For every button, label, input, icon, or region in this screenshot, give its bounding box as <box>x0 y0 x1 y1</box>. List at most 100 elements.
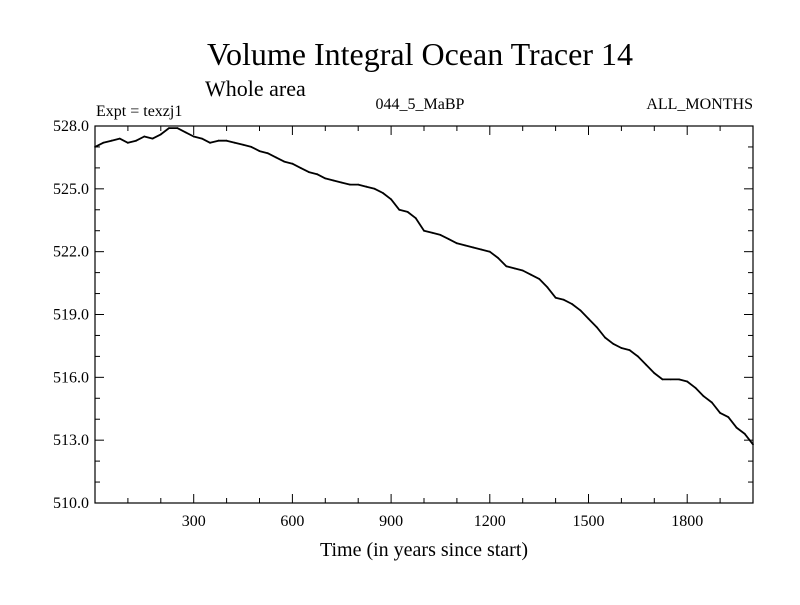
data-point <box>702 395 705 398</box>
data-point <box>143 135 146 138</box>
data-point <box>308 171 310 174</box>
data-point <box>382 192 384 194</box>
y-tick-label: 528.0 <box>53 118 89 135</box>
data-point <box>151 137 154 140</box>
data-point <box>390 198 392 201</box>
data-point <box>439 234 442 236</box>
data-point <box>135 139 138 142</box>
data-point <box>414 217 417 220</box>
data-point <box>250 146 253 148</box>
data-point <box>521 269 524 272</box>
axis-ticks: 300 600 900 1200 1500 1800 510.0 513.0 516.0 519.… <box>53 118 753 530</box>
x-tick-label: 1800 <box>671 513 703 530</box>
data-point <box>637 355 639 358</box>
chart-subtitle: Whole area <box>205 76 306 101</box>
data-point <box>719 412 721 414</box>
data-point <box>176 127 179 129</box>
data-point <box>332 179 335 182</box>
data-point <box>488 250 491 253</box>
data-point <box>538 278 541 280</box>
data-point <box>645 363 647 366</box>
data-point <box>612 342 615 345</box>
x-tick-label: 300 <box>182 513 206 530</box>
period-label: 044_5_MaBP <box>376 96 465 113</box>
data-point <box>480 248 483 251</box>
data-point <box>456 242 458 245</box>
data-point <box>513 267 516 270</box>
data-point <box>505 265 508 268</box>
data-point <box>184 131 187 134</box>
data-point <box>653 372 656 374</box>
data-point <box>620 347 623 349</box>
data-point <box>316 173 318 176</box>
data-point <box>423 229 425 232</box>
data-point <box>562 298 565 301</box>
data-point <box>365 185 368 188</box>
data-point <box>349 183 351 186</box>
data-point <box>464 244 466 247</box>
x-tick-label: 1500 <box>573 513 605 530</box>
data-point <box>571 303 573 305</box>
data-point <box>233 141 236 144</box>
experiment-label: Expt = texzj1 <box>96 103 182 120</box>
data-point <box>735 426 738 429</box>
data-point <box>258 150 261 153</box>
data-point <box>266 152 269 155</box>
data-point <box>661 378 664 381</box>
data-point <box>283 160 286 163</box>
data-point <box>110 139 113 142</box>
data-point <box>579 309 582 312</box>
y-tick-label: 525.0 <box>53 181 89 198</box>
chart-title: Volume Integral Ocean Tracer 14 <box>207 36 633 72</box>
data-point <box>324 177 327 180</box>
data-point <box>727 416 730 418</box>
series-line <box>94 127 754 445</box>
data-point <box>127 141 129 144</box>
data-point <box>373 187 376 190</box>
data-point <box>669 378 672 381</box>
data-point <box>604 336 606 339</box>
y-tick-label: 519.0 <box>53 307 89 324</box>
data-point <box>209 141 212 144</box>
y-tick-label: 510.0 <box>53 495 89 512</box>
data-point <box>628 349 631 351</box>
data-point <box>694 386 697 389</box>
data-point <box>587 317 590 320</box>
data-point <box>554 296 557 299</box>
data-point <box>686 380 689 383</box>
data-point <box>225 139 228 142</box>
x-axis-label: Time (in years since start) <box>320 539 528 561</box>
y-tick-label: 516.0 <box>53 369 89 386</box>
data-point <box>398 208 401 211</box>
data-point <box>743 433 746 435</box>
months-label: ALL_MONTHS <box>646 96 753 113</box>
data-point <box>357 183 360 186</box>
data-point <box>291 162 294 165</box>
data-point <box>431 231 434 234</box>
y-tick-label: 522.0 <box>53 244 89 261</box>
x-tick-label: 900 <box>379 513 403 530</box>
data-point <box>447 238 450 241</box>
data-point <box>530 273 532 276</box>
data-point <box>497 257 499 259</box>
data-point <box>595 326 598 328</box>
data-point <box>102 141 105 144</box>
data-point <box>275 156 277 159</box>
data-point <box>340 181 343 184</box>
series-group <box>94 127 754 446</box>
data-point <box>217 139 220 142</box>
data-point <box>168 127 170 129</box>
data-point <box>711 401 713 404</box>
data-point <box>299 167 302 169</box>
data-point <box>406 211 409 213</box>
plot-frame <box>94 125 754 504</box>
data-point <box>242 143 245 146</box>
data-point <box>472 246 475 249</box>
data-point <box>159 133 162 136</box>
data-point <box>118 137 121 140</box>
y-tick-label: 513.0 <box>53 432 89 449</box>
x-tick-label: 1200 <box>474 513 506 530</box>
data-point <box>201 137 203 140</box>
